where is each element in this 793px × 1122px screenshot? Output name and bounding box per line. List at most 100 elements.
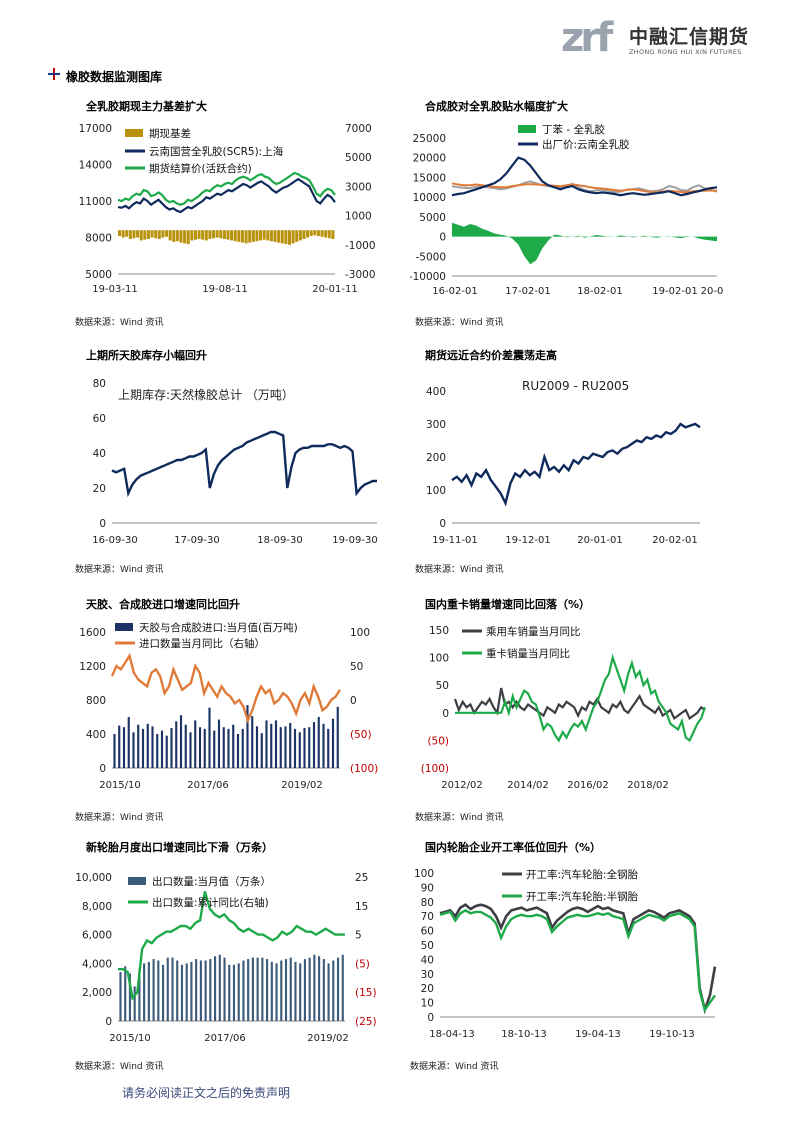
chart-8-y-left-tick: 80 xyxy=(421,897,434,909)
chart-5-bar xyxy=(184,724,187,768)
chart-1-x-tick: 20-01-11 xyxy=(312,284,357,295)
chart-3-annotation: 上期库存:天然橡胶总计 （万吨） xyxy=(118,387,294,402)
chart-7-y-right-tick: 25 xyxy=(355,872,368,884)
chart-8-y-left-tick: 20 xyxy=(421,983,434,995)
chart-7-bar xyxy=(313,954,316,1021)
chart-1-x-tick: 19-08-11 xyxy=(202,284,247,295)
chart-7-bar xyxy=(161,964,165,1021)
chart-1-bar xyxy=(273,230,277,242)
company-logo: zrf 中融汇信期货 ZHONG RONG HUI XIN FUTURES xyxy=(555,18,775,62)
chart-7-bar xyxy=(336,957,340,1021)
chart-5-bar xyxy=(327,728,330,768)
chart-5-bar xyxy=(203,728,206,768)
chart-8-legend-label: 开工率:汽车轮胎:全钢胎 xyxy=(526,868,639,881)
chart-7-y-left-tick: 0 xyxy=(105,1016,112,1028)
chart-2-legend-label: 出厂价:云南全乳胶 xyxy=(542,138,630,151)
chart-8-x-tick: 19-10-13 xyxy=(649,1029,694,1040)
chart-2-series-line xyxy=(451,180,718,194)
chart-1-bar xyxy=(190,230,194,241)
chart-1-bar xyxy=(251,230,255,242)
chart-7-bar xyxy=(180,964,184,1021)
chart-1-bar xyxy=(128,230,132,239)
chart-5-bar xyxy=(118,725,121,768)
chart-7-bar xyxy=(228,964,231,1021)
chart-4-annotation: RU2009 - RU2005 xyxy=(522,379,629,393)
chart-7-bar xyxy=(209,959,212,1021)
chart-2-x-tick: 18-02-01 xyxy=(577,286,622,297)
chart-5-bar xyxy=(146,723,149,768)
chart-5-bar xyxy=(251,716,254,768)
chart-1-bar xyxy=(186,230,190,245)
chart-7-bar xyxy=(166,957,169,1021)
chart-2-legend-label: 丁苯 - 全乳胶 xyxy=(542,123,605,136)
chart-1-bar xyxy=(259,230,263,241)
chart-5-bar xyxy=(194,720,197,768)
chart-1-y-right-tick: -3000 xyxy=(345,269,376,281)
chart-7-x-tick: 2015/10 xyxy=(109,1033,151,1044)
chart-8-title: 国内轮胎企业开工率低位回升（%） xyxy=(425,841,602,854)
chart-1-bar xyxy=(302,230,306,239)
chart-4-y-left-tick: 0 xyxy=(439,518,446,530)
chart-5-bar xyxy=(160,730,164,768)
chart-5: 1600 1200 800 400 0 100 50 0 (50) (100) 天胶与合成胶进口:当… xyxy=(79,621,378,791)
chart-7-legend-label: 出口数量:累计同比(右轴) xyxy=(152,896,269,909)
chart-7-bar xyxy=(294,961,297,1021)
chart-3-title: 上期所天胶库存小幅回升 xyxy=(86,349,207,362)
chart-5-y-left-tick: 0 xyxy=(99,763,106,775)
chart-7-bar xyxy=(256,957,259,1021)
chart-5-y-left-tick: 1600 xyxy=(79,627,106,639)
chart-1-bar xyxy=(255,230,259,242)
logo-company-name: 中融汇信期货 xyxy=(629,26,750,48)
chart-7-bar xyxy=(327,963,330,1021)
chart-1-bar xyxy=(157,230,161,239)
chart-5-bar xyxy=(284,726,287,768)
chart-7-bar xyxy=(341,954,344,1021)
chart-1-bar xyxy=(331,230,335,239)
chart-7-bar xyxy=(176,960,179,1021)
chart-2-y-left-tick: -10000 xyxy=(410,271,446,283)
chart-7-bar xyxy=(133,986,136,1021)
chart-3: 80 60 40 20 0 上期库存:天然橡胶总计 （万吨） 16-09-30 17-09-3… xyxy=(92,378,377,546)
chart-7-y-left-tick: 2,000 xyxy=(82,987,112,999)
chart-7-x-tick: 2017/06 xyxy=(204,1033,246,1044)
chart-8-y-left-tick: 30 xyxy=(421,969,434,981)
chart-5-bar xyxy=(198,727,202,768)
chart-5-bar xyxy=(293,728,297,768)
chart-5-x-tick: 2019/02 xyxy=(281,780,323,791)
chart-1-y-right-tick: 1000 xyxy=(345,211,372,223)
chart-6-title: 国内重卡销量增速同比回落（%） xyxy=(425,598,591,611)
chart-5-series-line xyxy=(110,652,342,724)
chart-6-legend-label: 重卡销量当月同比 xyxy=(486,647,570,660)
chart-4-source: 数据来源：Wind 资讯 xyxy=(415,565,504,575)
chart-5-bar xyxy=(331,718,335,768)
chart-1-y-left-tick: 5000 xyxy=(85,269,112,281)
chart-3-y-left-tick: 60 xyxy=(93,413,106,425)
chart-3-y-left-tick: 40 xyxy=(93,448,106,460)
chart-8-y-left-tick: 60 xyxy=(421,926,434,938)
chart-2-y-left-tick: 10000 xyxy=(413,192,446,204)
chart-1-bar xyxy=(193,230,197,240)
chart-1-bar xyxy=(248,230,252,243)
chart-1-bar xyxy=(320,230,324,237)
chart-1-title: 全乳胶期现主力基差扩大 xyxy=(86,100,207,113)
chart-1-bar xyxy=(237,230,241,242)
chart-2-x-tick: 16-02-01 xyxy=(432,286,477,297)
chart-1-y-left-tick: 17000 xyxy=(79,123,112,135)
chart-2-x-tick: 20-0 xyxy=(701,286,724,297)
chart-1-series-line xyxy=(117,171,336,206)
chart-5-bar xyxy=(289,722,292,768)
chart-5-bar xyxy=(165,735,168,768)
chart-5-bar xyxy=(336,706,339,768)
chart-6-x-tick: 2016/02 xyxy=(567,780,609,791)
section-title: 橡胶数据监测图库 xyxy=(48,68,162,85)
chart-8-x-tick: 18-04-13 xyxy=(429,1029,474,1040)
chart-1-bar xyxy=(244,230,248,244)
chart-7-bar xyxy=(275,963,278,1021)
chart-3-y-left-tick: 80 xyxy=(93,378,106,390)
chart-5-bar xyxy=(270,723,273,768)
chart-5-bar xyxy=(179,715,183,768)
chart-7-x-tick: 2019/02 xyxy=(307,1033,349,1044)
chart-8-series-line xyxy=(439,903,717,1015)
chart-6-y-left-tick: 100 xyxy=(429,653,449,665)
chart-1-y-left-tick: 8000 xyxy=(85,233,112,245)
